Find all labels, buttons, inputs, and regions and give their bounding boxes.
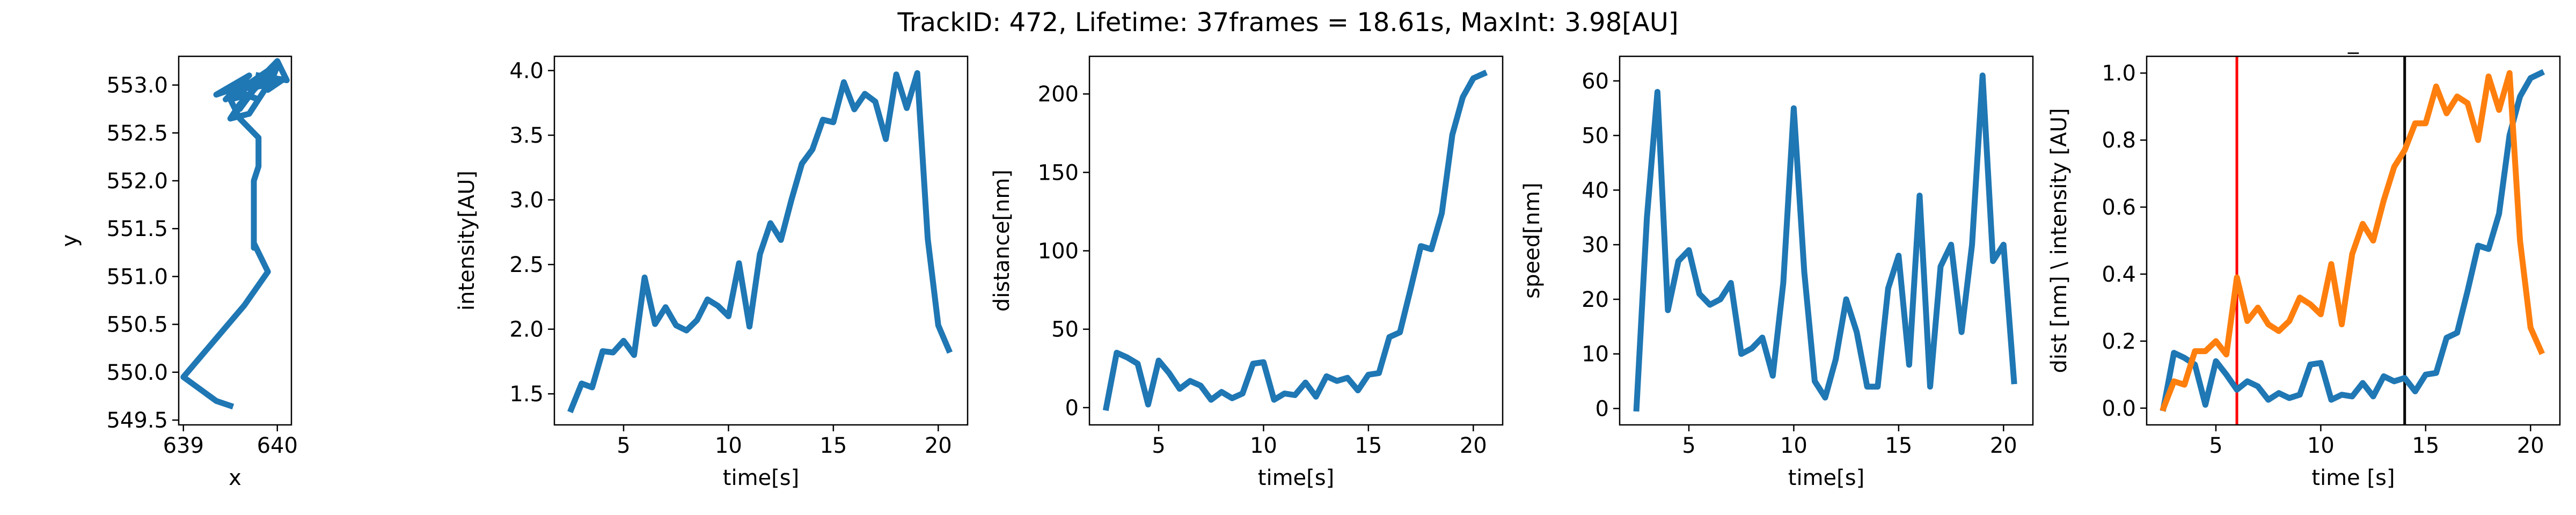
figure-title: TrackID: 472, Lifetime: 37frames = 18.61…: [897, 8, 1678, 38]
y-tick-label: 2.0: [509, 318, 544, 342]
y-tick-label: 551.0: [106, 264, 168, 289]
x-tick-label: 639: [163, 433, 204, 458]
y-tick-label: 3.0: [509, 188, 544, 213]
axes-frame: [178, 55, 292, 426]
y-tick-label: 50: [1051, 318, 1079, 342]
y-tick-label: 552.0: [106, 169, 168, 194]
panel-2: 5 10 15 20 1.5 2.0 2.5 3.0 3.5 4.0 time[s] intensit…: [455, 55, 969, 490]
x-tick-label: 15: [2412, 433, 2439, 458]
y-tick-label: 1.0: [2102, 61, 2136, 86]
y-tick-label: 150: [1038, 160, 1079, 185]
panel-title: _: [2347, 30, 2359, 54]
y-tick-label: 40: [1582, 178, 1609, 203]
y-axis-label: intensity[AU]: [455, 171, 479, 311]
y-tick-label: 200: [1038, 82, 1079, 107]
y-tick-label: 0.8: [2102, 128, 2136, 153]
y-tick-label: 0.2: [2102, 329, 2136, 354]
x-tick-label: 20: [1990, 433, 2017, 458]
y-tick-label: 3.5: [509, 123, 544, 148]
y-tick-label: 553.0: [106, 73, 168, 98]
y-axis-label: distance[nm]: [990, 170, 1014, 312]
x-axis-label: time[s]: [723, 466, 799, 490]
axes-frame: [2146, 55, 2561, 426]
x-tick-label: 10: [1250, 433, 1277, 458]
series-line-2: [2160, 70, 2545, 412]
y-tick-label: 0: [1065, 396, 1079, 421]
x-tick-label: 15: [1355, 433, 1382, 458]
y-axis-label: y: [57, 234, 82, 247]
y-tick-label: 552.5: [106, 121, 168, 146]
x-tick-label: 15: [1885, 433, 1912, 458]
y-tick-label: 549.5: [106, 408, 168, 433]
panel-5: 5 10 15 20 0.0 0.2 0.4 0.6 0.8 1.0 time [s] dist [n…: [2047, 30, 2561, 490]
axes-frame: [1088, 55, 1504, 426]
x-axis-label: x: [229, 466, 241, 490]
y-tick-label: 1.5: [509, 382, 544, 407]
series-line-1: [1102, 69, 1488, 411]
y-tick-label: 0: [1596, 396, 1609, 421]
y-tick-label: 100: [1038, 239, 1079, 264]
x-tick-label: 10: [715, 433, 742, 458]
x-tick-label: 10: [1780, 433, 1807, 458]
x-tick-label: 640: [257, 433, 298, 458]
x-tick-label: 10: [2307, 433, 2334, 458]
y-tick-label: 4.0: [509, 59, 544, 84]
series-line-1: [1633, 72, 2017, 412]
y-axis-label: dist [nm] \ intensity [AU]: [2047, 108, 2072, 373]
y-tick-label: 30: [1582, 233, 1609, 258]
axes-frame: [553, 55, 969, 426]
axes-frame: [1619, 55, 2034, 426]
panel-4: 5 10 15 20 0 10 20 30 40 50 60 time[s] speed[nm]: [1520, 55, 2034, 490]
y-tick-label: 550.0: [106, 360, 168, 385]
y-tick-label: 50: [1582, 124, 1609, 149]
x-tick-label: 20: [1460, 433, 1487, 458]
x-tick-label: 15: [819, 433, 847, 458]
y-tick-label: 60: [1582, 69, 1609, 94]
x-tick-label: 20: [2517, 433, 2544, 458]
y-tick-label: 0.6: [2102, 195, 2136, 220]
x-tick-label: 5: [617, 433, 630, 458]
y-tick-label: 551.5: [106, 217, 168, 241]
panels: 639 640549.5550.0550.5551.0551.5552.0552.…: [57, 30, 2561, 490]
x-axis-label: time[s]: [1788, 466, 1864, 490]
y-axis-label: speed[nm]: [1520, 182, 1545, 298]
series-line-1: [567, 70, 953, 414]
x-axis-label: time [s]: [2311, 466, 2395, 490]
x-axis-label: time[s]: [1258, 466, 1334, 490]
y-tick-label: 2.5: [509, 253, 544, 277]
series-line-1: [180, 58, 290, 410]
series-line-1: [2160, 69, 2545, 412]
x-tick-label: 5: [2209, 433, 2222, 458]
y-tick-label: 20: [1582, 288, 1609, 312]
panel-1: 639 640 549.5 550.0 550.5 551.0 551.5 552.0 552.…: [57, 55, 298, 490]
y-tick-label: 10: [1582, 342, 1609, 367]
x-tick-label: 20: [925, 433, 952, 458]
x-tick-label: 5: [1152, 433, 1165, 458]
y-tick-label: 0.4: [2102, 262, 2136, 287]
y-tick-label: 550.5: [106, 313, 168, 337]
x-tick-label: 5: [1682, 433, 1695, 458]
y-tick-label: 0.0: [2102, 396, 2136, 421]
